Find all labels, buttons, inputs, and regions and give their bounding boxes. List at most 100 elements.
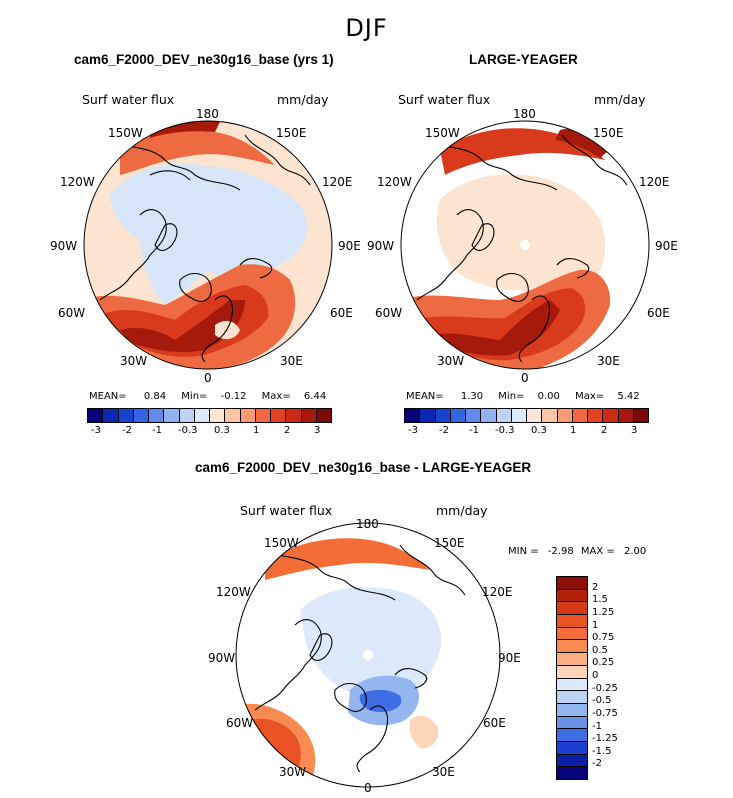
p3-min-label: MIN = [508, 546, 539, 557]
colorbar-swatch [557, 626, 587, 640]
panel1-variable: Surf water flux [82, 92, 175, 107]
colorbar-swatch [557, 753, 587, 767]
colorbar-swatch [557, 766, 587, 779]
colorbar-swatch [557, 677, 587, 691]
panel1-fill-layer [84, 121, 332, 369]
panel1-units: mm/day [277, 92, 329, 107]
p2-max-value: 5.42 [617, 391, 640, 402]
p1-cb-label-1: -2 [122, 425, 132, 436]
panel3-colorbar-labels: 2 1.5 1.25 1 0.75 0.5 0.25 0 -0.25 -0.5 -0.75 -1 -1.… [592, 576, 642, 778]
p2-cb-label-2: -1 [469, 425, 479, 436]
p2-cb-label-6: 2 [601, 425, 608, 436]
p1-lon-150w: 150W [108, 126, 143, 140]
p1-max-label: Max= [261, 391, 291, 402]
panel3-colorbar [556, 576, 588, 780]
panel3-title: cam6_F2000_DEV_ne30g16_base - LARGE-YEAG… [195, 460, 532, 475]
p1-lon-90e: 90E [338, 239, 361, 253]
p2-cb-label-4: 0.3 [531, 425, 547, 436]
colorbar-label: -1.25 [592, 733, 618, 745]
p1-min-label: Min= [181, 391, 208, 402]
colorbar-swatch [300, 409, 316, 422]
season-title: DJF [345, 14, 388, 42]
colorbar-swatch [557, 639, 587, 653]
p3-lon-150w: 150W [264, 536, 299, 550]
panel3-units: mm/day [436, 503, 488, 518]
colorbar-label: 0.25 [592, 657, 615, 669]
p2-lon-90w: 90W [367, 239, 395, 253]
p1-cb-label-4: 0.3 [214, 425, 230, 436]
p3-lon-0: 0 [364, 781, 372, 795]
colorbar-swatch [163, 409, 179, 422]
p1-cb-label-7: 3 [314, 425, 321, 436]
colorbar-label: -0.25 [592, 682, 618, 694]
p1-lon-0: 0 [204, 371, 212, 385]
p2-lon-30e: 30E [597, 354, 620, 368]
p2-lon-120e: 120E [639, 175, 670, 189]
colorbar-label: 0 [592, 670, 599, 681]
colorbar-swatch [557, 614, 587, 627]
colorbar-swatch [405, 409, 420, 422]
p3-lon-120e: 120E [482, 585, 513, 599]
p1-lon-180: 180 [196, 107, 219, 121]
p3-max-value: 2.00 [623, 546, 647, 557]
p2-mean-value: 1.30 [460, 391, 484, 402]
colorbar-swatch [224, 409, 240, 422]
p2-lon-30w: 30W [437, 354, 465, 368]
p1-cb-label-2: -1 [152, 425, 162, 436]
p2-lon-60w: 60W [375, 306, 403, 320]
p2-lon-120w: 120W [377, 175, 412, 189]
p3-lon-60w: 60W [226, 716, 254, 730]
colorbar-swatch [239, 409, 255, 422]
colorbar-swatch [557, 652, 587, 665]
p2-min-value: 0.00 [537, 391, 560, 402]
colorbar-label: -1.5 [592, 745, 612, 757]
colorbar-swatch [495, 409, 511, 422]
colorbar-swatch [632, 409, 648, 422]
colorbar-swatch [270, 409, 286, 422]
panel2-units: mm/day [594, 92, 646, 107]
p1-cb-label-5: 1 [253, 425, 260, 436]
colorbar-swatch [557, 664, 587, 678]
p2-lon-150e: 150E [593, 126, 624, 140]
p3-lon-60e: 60E [483, 716, 506, 730]
p1-cb-label-6: 2 [284, 425, 291, 436]
p2-cb-label-7: 3 [631, 425, 638, 436]
colorbar-swatch [254, 409, 270, 422]
p2-lon-60e: 60E [647, 306, 670, 320]
p3-lon-90w: 90W [208, 651, 236, 665]
colorbar-swatch [132, 409, 148, 422]
p3-lon-120w: 120W [216, 585, 251, 599]
colorbar-swatch [526, 409, 542, 422]
colorbar-label: 2 [592, 581, 599, 593]
colorbar-swatch [193, 409, 209, 422]
p2-lon-180: 180 [513, 107, 536, 121]
panel2-colorbar [404, 408, 649, 423]
colorbar-swatch [510, 409, 526, 422]
colorbar-swatch [541, 409, 557, 422]
p1-lon-60e: 60E [330, 306, 353, 320]
colorbar-swatch [102, 409, 118, 422]
panel2-title: LARGE-YEAGER [469, 52, 578, 67]
panel1-coastlines [99, 134, 311, 363]
p3-lon-30w: 30W [279, 765, 307, 779]
p1-cb-label-0: -3 [91, 425, 101, 436]
p3-lon-180: 180 [356, 517, 379, 531]
colorbar-swatch [557, 588, 587, 602]
panel2-coastlines [416, 134, 628, 363]
colorbar-swatch [557, 715, 587, 729]
p1-lon-120e: 120E [322, 175, 353, 189]
colorbar-swatch [117, 409, 133, 422]
p1-lon-30e: 30E [280, 354, 303, 368]
colorbar-swatch [587, 409, 603, 422]
p2-cb-label-1: -2 [439, 425, 449, 436]
p2-max-label: Max= [575, 391, 605, 402]
panel1-stats: MEAN= 0.84 Min= -0.12 Max= 6.44 [89, 391, 326, 402]
p3-lon-90e: 90E [498, 651, 521, 665]
colorbar-swatch [88, 409, 103, 422]
p1-max-value: 6.44 [303, 391, 327, 402]
colorbar-label: -0.5 [592, 695, 612, 707]
p1-min-value: -0.12 [220, 391, 247, 402]
panel1-title: cam6_F2000_DEV_ne30g16_base (yrs 1) [74, 52, 334, 67]
p2-mean-label: MEAN= [406, 391, 444, 402]
colorbar-label: 1.5 [592, 594, 608, 606]
